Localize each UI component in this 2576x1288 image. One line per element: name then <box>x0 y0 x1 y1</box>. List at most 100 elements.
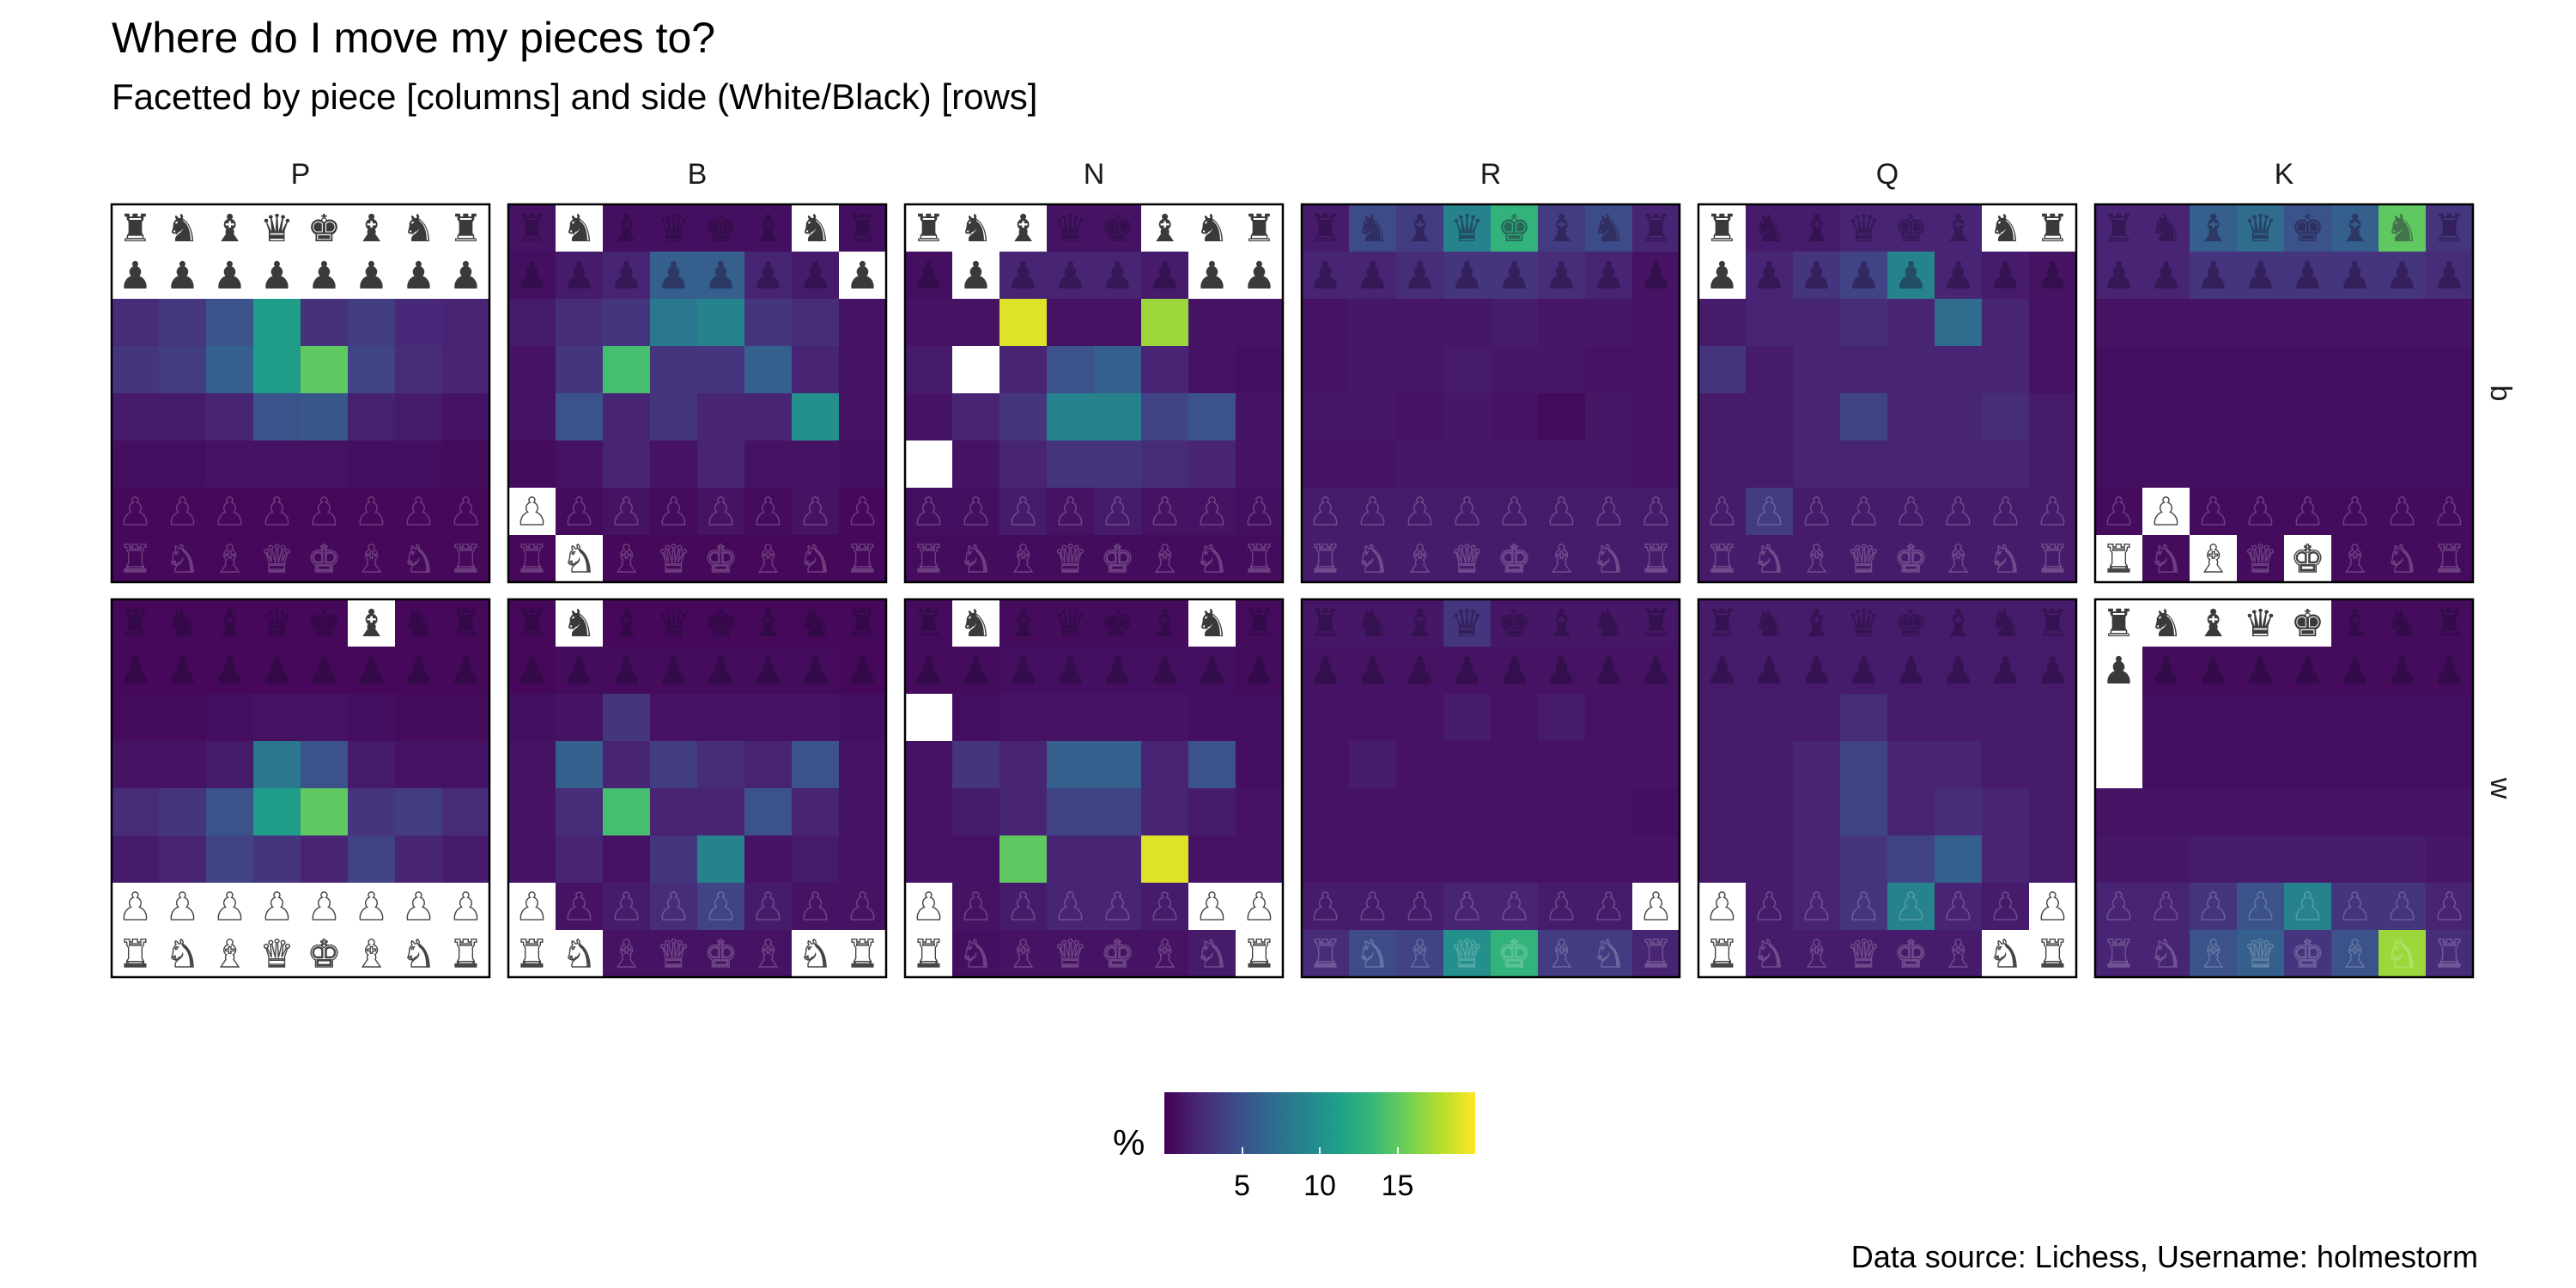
heatmap-cell <box>1349 930 1397 978</box>
heatmap-cell <box>301 835 349 884</box>
chess-piece-icon: ♞ <box>2385 538 2419 581</box>
chess-piece-icon: ♟ <box>2149 254 2183 298</box>
heatmap-cell <box>999 694 1048 742</box>
heatmap-cell <box>1585 252 1633 300</box>
heatmap-cell <box>1236 883 1284 931</box>
heatmap-cell <box>253 694 301 742</box>
chess-piece-icon: ♟ <box>1894 490 1928 534</box>
heatmap-cell <box>1047 741 1095 789</box>
chess-piece-icon: ♝ <box>213 933 246 976</box>
heatmap-cell <box>2029 488 2077 536</box>
chess-piece-icon: ♟ <box>1054 885 1087 929</box>
chess-piece-icon: ♞ <box>1356 538 1389 581</box>
heatmap-cell <box>603 440 651 489</box>
heatmap-cell <box>2237 535 2285 583</box>
heatmap-cell <box>348 694 396 742</box>
heatmap-cell <box>2379 299 2427 347</box>
heatmap-cell <box>650 741 698 789</box>
heatmap-cell <box>1935 535 1983 583</box>
heatmap-cell <box>1396 252 1444 300</box>
heatmap-cell <box>744 599 793 647</box>
chess-piece-icon: ♟ <box>2244 885 2277 929</box>
heatmap-cell <box>2142 599 2190 647</box>
heatmap-cell <box>1632 204 1680 252</box>
heatmap-cell <box>206 788 254 836</box>
chess-piece-icon: ♝ <box>751 602 785 646</box>
heatmap-cell <box>206 694 254 742</box>
heatmap-cell <box>697 393 745 441</box>
heatmap-cell <box>2379 647 2427 695</box>
chess-piece-icon: ♟ <box>1356 649 1389 693</box>
chess-piece-icon: ♝ <box>610 538 643 581</box>
heatmap-cell <box>2331 393 2379 441</box>
heatmap-cell <box>1698 694 1747 742</box>
chess-piece-icon: ♟ <box>912 649 945 693</box>
chess-piece-icon: ♟ <box>1639 885 1673 929</box>
heatmap-cell <box>1698 835 1747 884</box>
chess-piece-icon: ♞ <box>959 538 993 581</box>
chess-piece-icon: ♞ <box>402 602 435 646</box>
heatmap-cell <box>1585 204 1633 252</box>
heatmap-cell <box>1047 488 1095 536</box>
chess-piece-icon: ♟ <box>2291 254 2324 298</box>
heatmap-cell <box>744 835 793 884</box>
heatmap-cell <box>1632 393 1680 441</box>
chess-piece-icon: ♟ <box>959 885 993 929</box>
heatmap-cell <box>395 694 443 742</box>
heatmap-cell <box>952 346 1000 394</box>
chess-piece-icon: ♞ <box>1592 538 1625 581</box>
heatmap-cell <box>2095 599 2143 647</box>
chess-piece-icon: ♟ <box>1148 649 1182 693</box>
heatmap-cell <box>1302 393 1350 441</box>
chess-piece-icon: ♟ <box>2433 490 2466 534</box>
chess-piece-icon: ♟ <box>213 885 246 929</box>
heatmap-cell <box>301 694 349 742</box>
chess-piece-icon: ♚ <box>307 933 341 976</box>
heatmap-cell <box>2331 204 2379 252</box>
heatmap-panel: ♜ ♞ ♝ ♛ ♚ ♝ ♞ ♜♟ ♟ ♟ ♟ ♟ ♟ ♟ ♟♟ ♟ ♟ ♟ ♟ ♟ ♟ ♟♜ ♞ ♝ ♛ ♚ ♝ ♞ ♜ <box>1697 598 2078 979</box>
heatmap-cell <box>206 741 254 789</box>
heatmap-cell <box>1698 204 1747 252</box>
heatmap-cell <box>999 647 1048 695</box>
chess-piece-icon: ♟ <box>402 649 435 693</box>
chess-piece-icon: ♞ <box>1195 933 1229 976</box>
heatmap-cell <box>1236 535 1284 583</box>
heatmap-cell <box>206 883 254 931</box>
chess-piece-icon: ♜ <box>1242 933 1276 976</box>
heatmap-cell <box>2095 647 2143 695</box>
legend-colorbar <box>1164 1092 1475 1154</box>
chess-piece-icon: ♚ <box>704 602 738 646</box>
heatmap-cell <box>999 741 1048 789</box>
heatmap-cell <box>112 835 160 884</box>
heatmap-cell <box>508 393 556 441</box>
heatmap-cell <box>839 393 887 441</box>
heatmap-cell <box>2142 883 2190 931</box>
chess-piece-icon: ♝ <box>1403 538 1437 581</box>
chess-piece-icon: ♛ <box>2244 602 2277 646</box>
chess-piece-icon: ♜ <box>2433 933 2466 976</box>
chess-piece-icon: ♟ <box>1006 649 1040 693</box>
chess-piece-icon: ♝ <box>610 207 643 251</box>
heatmap-cell <box>1538 835 1586 884</box>
chess-piece-icon: ♚ <box>1894 207 1928 251</box>
chess-piece-icon: ♟ <box>2338 885 2372 929</box>
heatmap-cell <box>395 647 443 695</box>
heatmap-cell <box>952 741 1000 789</box>
heatmap-cell <box>508 694 556 742</box>
heatmap-cell <box>1188 647 1236 695</box>
heatmap-cell <box>792 930 840 978</box>
heatmap-cell <box>2237 788 2285 836</box>
chess-piece-icon: ♝ <box>1800 602 1833 646</box>
chess-piece-icon: ♞ <box>562 207 596 251</box>
chess-piece-icon: ♜ <box>1242 207 1276 251</box>
heatmap-cell <box>1094 346 1142 394</box>
heatmap-cell <box>1349 393 1397 441</box>
chess-piece-icon: ♝ <box>1800 933 1833 976</box>
heatmap-cell <box>112 204 160 252</box>
heatmap-cell <box>2237 252 2285 300</box>
heatmap-cell <box>1585 930 1633 978</box>
heatmap-cell <box>1840 694 1888 742</box>
chess-piece-icon: ♟ <box>1148 490 1182 534</box>
heatmap-cell <box>556 694 604 742</box>
heatmap-cell <box>2284 599 2332 647</box>
